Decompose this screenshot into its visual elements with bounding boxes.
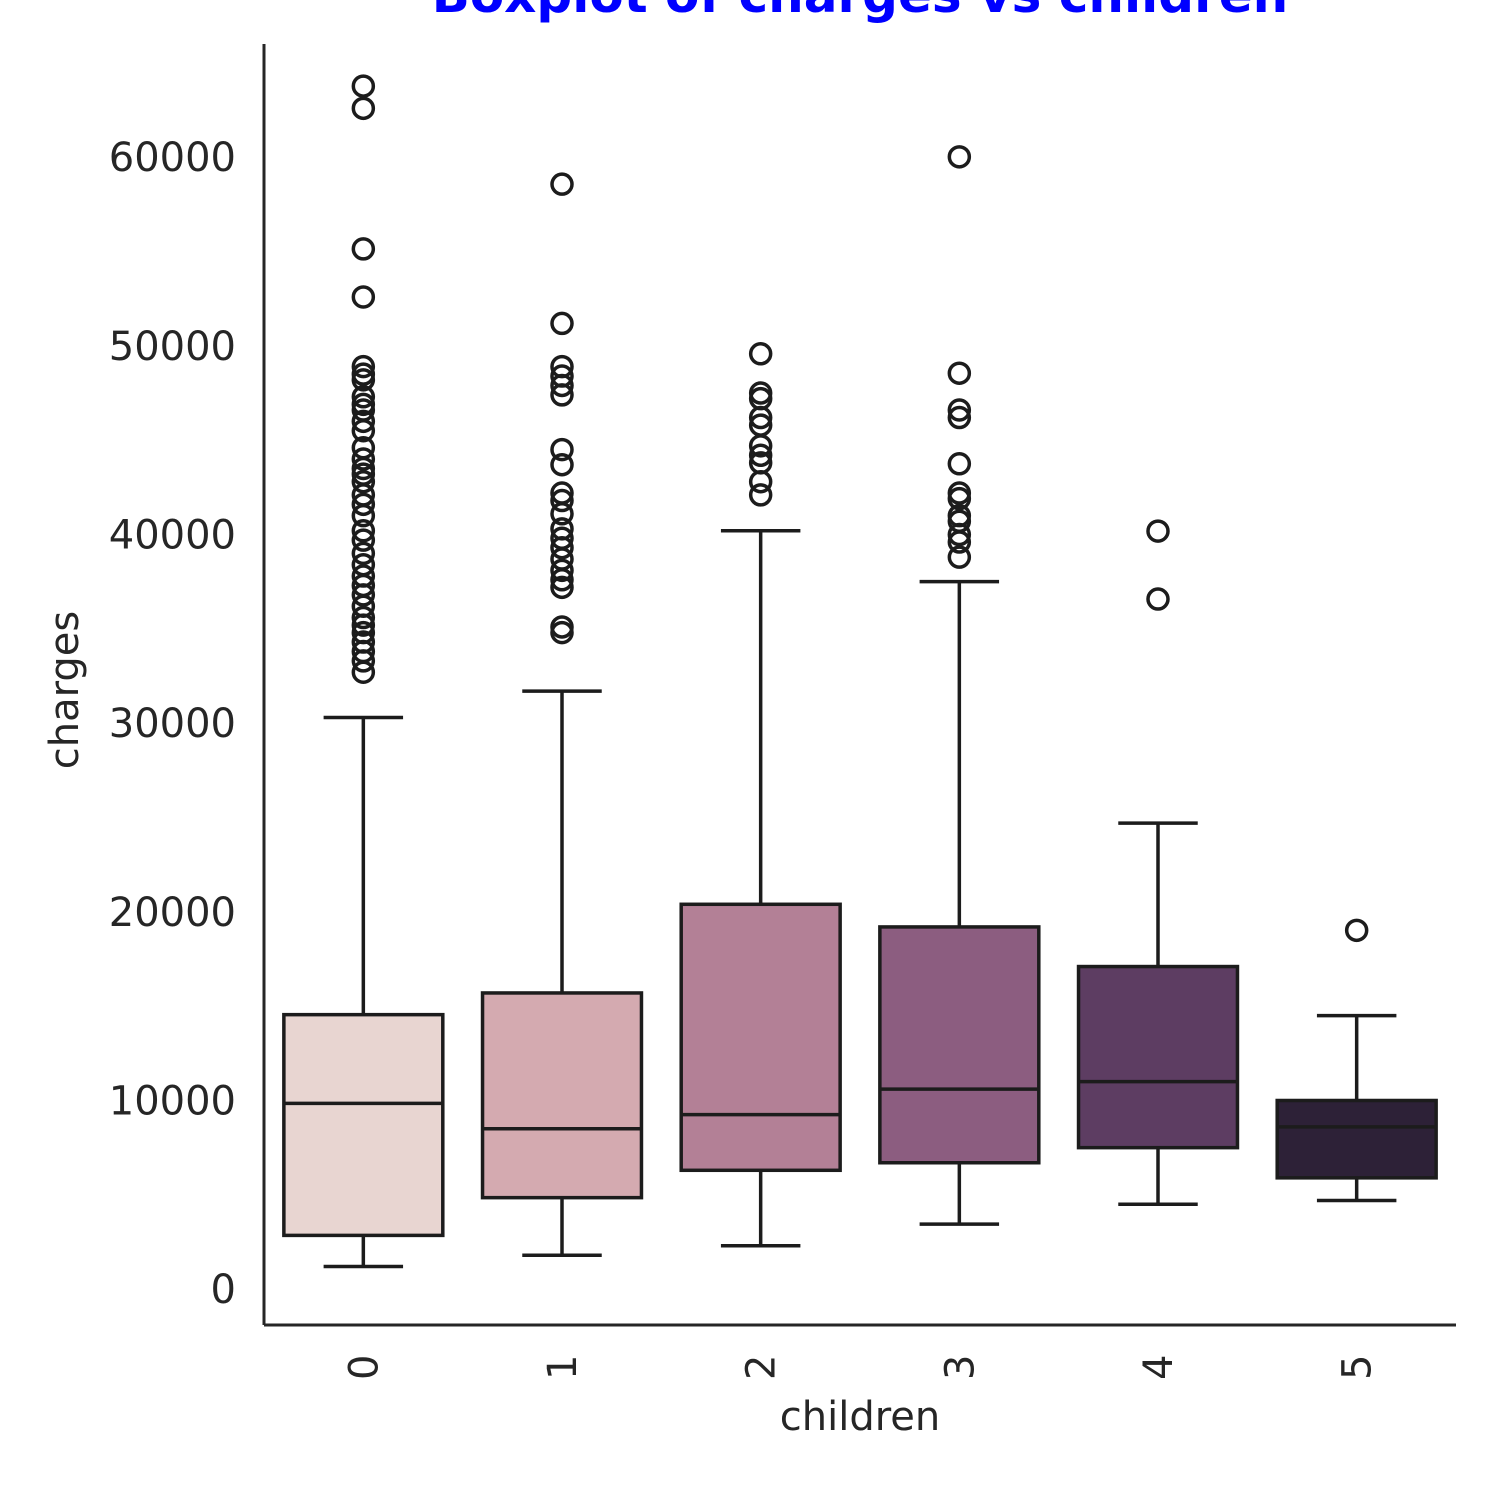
outlier-point	[550, 620, 574, 645]
x-tick-label: 5	[1335, 1355, 1381, 1380]
outlier-point	[1344, 918, 1369, 943]
outlier-point	[550, 383, 574, 407]
outlier-point	[351, 96, 376, 121]
x-axis: 0 1 2 3 4 5	[264, 1323, 1456, 1380]
outlier-point	[550, 535, 574, 560]
outlier-point	[748, 469, 773, 494]
box-iqr	[878, 925, 1041, 1165]
y-tick-label: 40000	[109, 513, 236, 559]
outlier-point	[550, 311, 574, 336]
outlier-point	[351, 447, 376, 471]
outlier-point	[947, 452, 972, 476]
outlier-point	[351, 528, 376, 552]
y-axis-label: charges	[42, 611, 88, 769]
outlier-point	[351, 368, 376, 392]
outlier-point	[748, 405, 773, 430]
y-tick-label: 10000	[109, 1078, 236, 1124]
outlier-point	[351, 409, 376, 434]
outlier-point	[351, 469, 376, 494]
outlier-point	[550, 488, 574, 513]
outlier-point	[947, 545, 972, 569]
outlier-point	[351, 492, 376, 517]
y-tick-label: 20000	[109, 890, 236, 936]
outlier-point	[748, 434, 773, 458]
outlier-point	[351, 605, 376, 630]
outlier-point	[550, 373, 574, 398]
outlier-point	[351, 354, 376, 379]
outlier-point	[550, 568, 574, 592]
outlier-point	[947, 530, 972, 554]
chart-title: Boxplot of charges vs children	[432, 0, 1289, 24]
box-iqr	[480, 991, 644, 1200]
box-group	[1275, 918, 1438, 1203]
outlier-point	[351, 503, 376, 528]
outlier-point	[550, 575, 574, 600]
x-tick-label: 3	[937, 1355, 983, 1380]
x-tick-label: 0	[341, 1355, 387, 1380]
outlier-point	[351, 237, 376, 261]
box-group	[878, 145, 1041, 1226]
box-group	[480, 172, 644, 1257]
outlier-point	[351, 649, 376, 673]
x-tick-label: 1	[540, 1355, 586, 1380]
box-iqr	[1275, 1098, 1438, 1180]
outlier-point	[550, 437, 574, 462]
outlier-point	[947, 405, 972, 430]
outlier-point	[351, 518, 376, 543]
outlier-point	[748, 443, 773, 468]
x-tick-label: 2	[739, 1355, 785, 1380]
outlier-point	[1146, 519, 1170, 543]
box-iqr	[282, 1012, 445, 1238]
outlier-point	[947, 145, 972, 169]
outlier-point	[351, 74, 376, 98]
outlier-point	[351, 660, 376, 684]
outlier-point	[351, 583, 376, 607]
y-tick-label: 30000	[109, 701, 236, 747]
box-iqr	[679, 902, 842, 1173]
outlier-point	[748, 483, 773, 507]
outlier-point	[351, 285, 376, 309]
outlier-point	[550, 502, 574, 526]
outlier-point	[1146, 587, 1170, 611]
outlier-point	[351, 613, 376, 637]
x-tick-label: 4	[1136, 1355, 1182, 1380]
y-axis: 0 10000 20000 30000 40000 50000 60000	[109, 44, 266, 1325]
plot-area	[282, 74, 1438, 1269]
outlier-point	[550, 452, 574, 477]
outlier-point	[550, 558, 574, 583]
box-group	[679, 342, 842, 1248]
outlier-point	[947, 398, 972, 422]
outlier-point	[947, 486, 972, 511]
y-tick-label: 50000	[109, 324, 236, 370]
outlier-point	[351, 541, 376, 566]
x-axis-label: children	[780, 1394, 941, 1440]
outlier-point	[550, 172, 574, 196]
outlier-point	[351, 419, 376, 443]
outlier-point	[947, 522, 972, 547]
outlier-point	[748, 342, 773, 366]
outlier-point	[351, 385, 376, 409]
box-group	[282, 74, 445, 1269]
outlier-point	[947, 361, 972, 385]
y-tick-label: 60000	[109, 135, 236, 181]
box-iqr	[1076, 964, 1240, 1150]
y-tick-label: 0	[211, 1267, 236, 1313]
box-group	[1076, 519, 1240, 1207]
